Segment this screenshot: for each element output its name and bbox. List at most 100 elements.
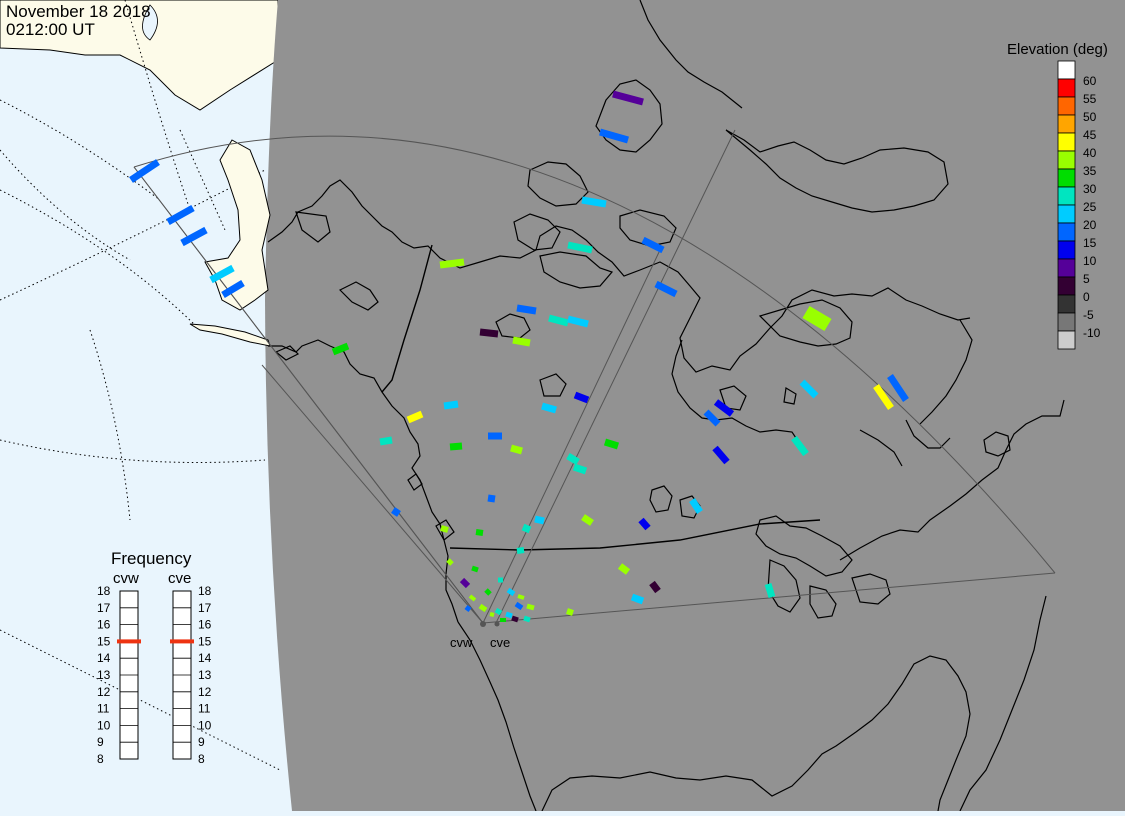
lake <box>142 4 158 41</box>
elevation-scale-title: Elevation (deg) <box>1007 41 1108 58</box>
echo-vector <box>603 438 620 450</box>
echo-vector <box>517 594 525 600</box>
echo-vector <box>514 601 524 611</box>
echo-vector <box>484 588 492 596</box>
frequency-tick-label: 17 <box>97 601 111 615</box>
echo-vector <box>379 436 393 446</box>
echo-vector <box>572 463 588 475</box>
scale-swatch <box>1057 330 1076 350</box>
scale-swatch <box>1057 96 1076 116</box>
scale-tick-label: 15 <box>1083 236 1097 250</box>
echo-vector <box>617 563 631 575</box>
echo-vector <box>464 605 472 612</box>
echo-vector <box>573 391 590 404</box>
scale-tick-label: 45 <box>1083 128 1097 142</box>
echo-vector <box>478 603 488 613</box>
echo-vector <box>505 611 513 619</box>
frequency-tick-label: 8 <box>198 752 205 766</box>
echo-vector <box>630 593 645 605</box>
scale-tick-label: -10 <box>1083 326 1101 340</box>
frequency-tick-label: 9 <box>198 735 205 749</box>
frequency-label-cvw: cvw <box>113 570 139 587</box>
scale-swatch <box>1057 222 1076 242</box>
night-region <box>265 0 1125 811</box>
echo-vector <box>654 280 678 298</box>
scale-tick-label: 20 <box>1083 218 1097 232</box>
scale-swatch <box>1057 150 1076 170</box>
echo-vector <box>599 128 629 144</box>
frequency-tick-label: 18 <box>198 584 212 598</box>
scale-tick-label: 60 <box>1083 74 1097 88</box>
echo-vector <box>802 305 832 332</box>
frequency-tick-label: 15 <box>198 634 212 648</box>
echo-vector <box>548 314 569 327</box>
scale-swatch <box>1057 132 1076 152</box>
echo-vector <box>209 264 235 284</box>
echo-vector <box>526 603 535 611</box>
scale-swatch <box>1057 168 1076 188</box>
echo-vector <box>764 582 776 599</box>
echo-vector <box>494 607 503 616</box>
echo-vector <box>523 615 531 623</box>
frequency-tick-label: 13 <box>198 668 212 682</box>
echo-vector <box>510 444 523 455</box>
scale-swatch <box>1057 312 1076 332</box>
echo-vector <box>641 236 665 254</box>
alaska-land <box>204 139 271 311</box>
echo-vector <box>221 279 245 299</box>
frequency-tick-label: 15 <box>97 634 111 648</box>
echo-vector <box>406 410 424 424</box>
frequency-marker-cvw <box>117 639 141 644</box>
scale-tick-label: 35 <box>1083 164 1097 178</box>
echo-vector <box>471 565 479 573</box>
scale-tick-label: 55 <box>1083 92 1097 106</box>
radar-fov <box>133 129 1056 626</box>
echo-vector <box>487 494 496 503</box>
frequency-title: Frequency <box>111 549 192 568</box>
frequency-panel: 18 18 17 17 16 16 15 15 14 14 13 13 12 12 11 11 10 10 9 9 8 8 <box>97 584 212 766</box>
frequency-tick-label: 8 <box>97 752 104 766</box>
echo-vector <box>799 379 819 399</box>
scale-swatch <box>1057 60 1076 80</box>
date-label: November 18 2018 <box>6 2 151 21</box>
frequency-tick-label: 9 <box>97 735 104 749</box>
echo-vector <box>443 400 459 410</box>
scale-tick-label: 0 <box>1083 290 1090 304</box>
echo-vector <box>475 529 484 536</box>
site-label-cvw: cvw <box>450 635 473 650</box>
frequency-tick-label: 10 <box>198 718 212 732</box>
echo-vector <box>541 402 557 414</box>
echo-vector <box>534 515 545 525</box>
scale-tick-label: 25 <box>1083 200 1097 214</box>
frequency-tick-label: 16 <box>198 618 212 632</box>
frequency-tick-label: 12 <box>198 685 212 699</box>
echo-vector <box>180 226 208 247</box>
frequency-tick-label: 11 <box>97 702 110 716</box>
echo-vector <box>468 594 477 602</box>
scale-tick-label: 50 <box>1083 110 1097 124</box>
site-label-cve: cve <box>490 635 510 650</box>
scale-swatch <box>1057 240 1076 260</box>
time-label: 0212:00 UT <box>6 20 95 39</box>
scale-tick-label: 30 <box>1083 182 1097 196</box>
echo-vector <box>703 409 721 427</box>
echo-vector <box>331 342 350 356</box>
echo-vector <box>712 445 730 465</box>
frequency-tick-label: 17 <box>198 601 212 615</box>
echo-vector <box>489 612 495 617</box>
scale-tick-label: 40 <box>1083 146 1097 160</box>
scale-swatch <box>1057 258 1076 278</box>
scale-swatch <box>1057 204 1076 224</box>
frequency-tick-label: 11 <box>198 702 211 716</box>
echo-vector <box>567 241 593 254</box>
echo-vector <box>873 384 894 410</box>
echo-vector <box>459 577 471 589</box>
echo-vector <box>440 525 449 533</box>
scale-swatch <box>1057 294 1076 314</box>
echo-vector <box>512 336 531 347</box>
echo-vector <box>612 90 644 106</box>
scale-tick-label: -5 <box>1083 308 1094 322</box>
echo-vector <box>516 304 537 315</box>
